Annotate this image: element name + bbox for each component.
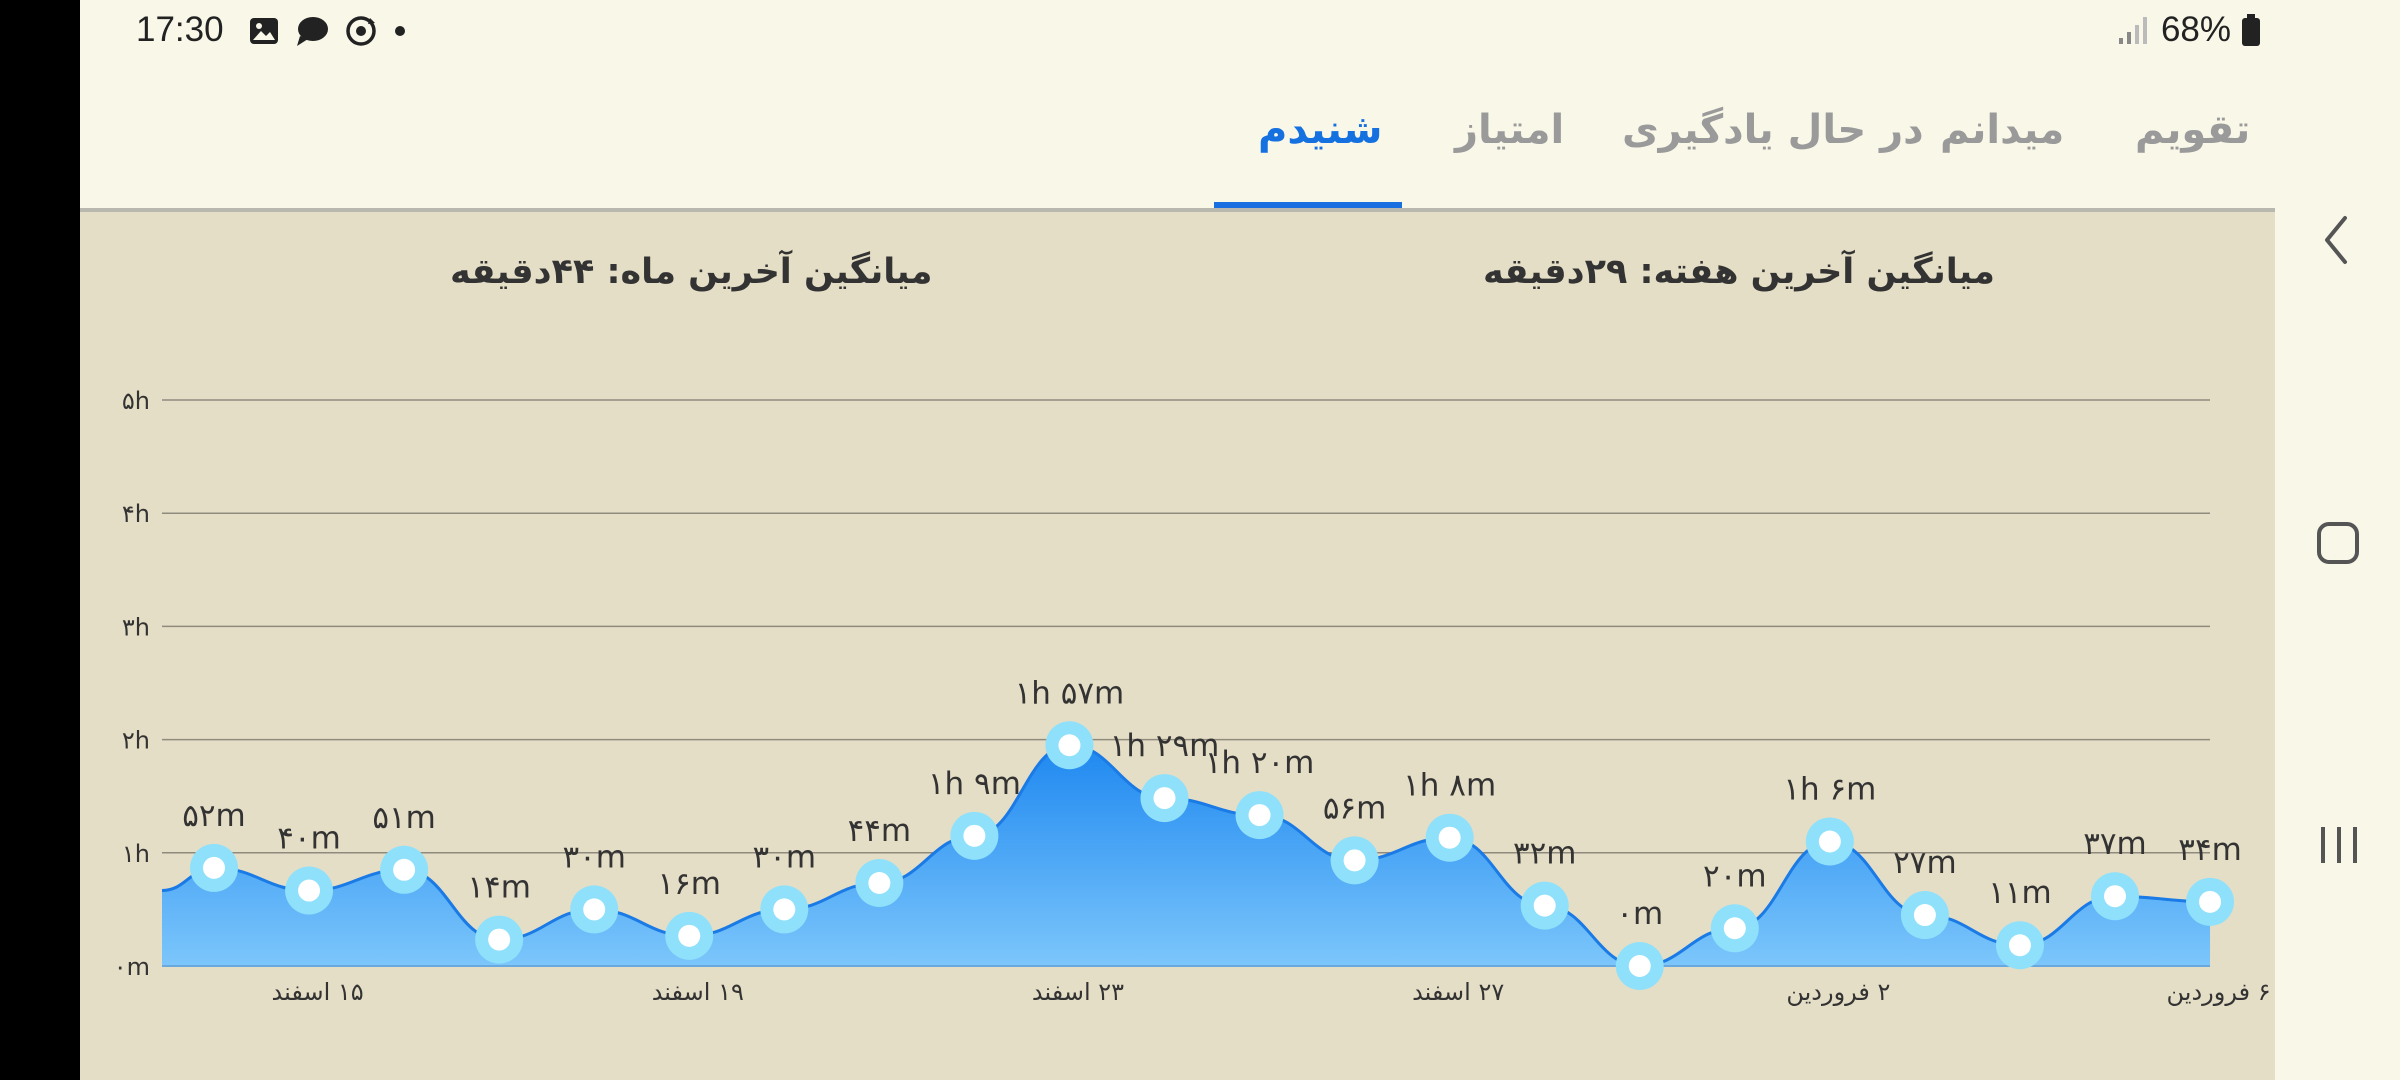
month-average: میانگین آخرین ماه: ۴۴دقیقه xyxy=(450,252,933,292)
y-tick-label: ۳h xyxy=(122,613,150,641)
data-point-label: ۱h ۶m xyxy=(1783,771,1876,807)
data-point-center xyxy=(1438,826,1461,849)
data-point-center xyxy=(2008,934,2031,957)
tab-known[interactable]: میدانم xyxy=(1940,107,2065,153)
tab-learning[interactable]: در حال یادگیری xyxy=(1622,107,1924,153)
data-point-center xyxy=(488,928,511,951)
data-point-center xyxy=(1913,904,1936,927)
home-square-icon[interactable] xyxy=(2315,520,2361,566)
data-point-label: ۱h ۲۰m xyxy=(1205,745,1315,781)
chat-bubble-icon xyxy=(297,17,328,46)
data-point-label: ۱h ۹m xyxy=(928,766,1021,802)
tab-divider xyxy=(80,208,2275,212)
data-point-center xyxy=(2104,885,2126,908)
image-icon xyxy=(250,18,278,44)
dot-icon xyxy=(395,26,405,36)
data-point-center xyxy=(1248,804,1271,827)
data-point-label: ۳۰m xyxy=(562,839,626,875)
data-point-label: ۵۲m xyxy=(182,798,246,834)
data-point-label: ۳۰m xyxy=(753,839,817,875)
data-point-label: ۱۴m xyxy=(467,870,531,906)
tab-listened[interactable]: شنیدم xyxy=(1258,107,1383,153)
back-chevron-icon[interactable] xyxy=(2317,214,2357,266)
x-tick-label: ۶ فروردین xyxy=(2167,978,2271,1006)
data-point-center xyxy=(1628,955,1651,977)
data-point-label: ۴۴m xyxy=(848,813,912,849)
listened-panel: میانگین آخرین هفته: ۲۹دقیقه میانگین آخری… xyxy=(80,212,2275,1080)
app-screen: 17:30 xyxy=(80,0,2275,1080)
sync-icon xyxy=(346,16,376,46)
data-point-center xyxy=(678,924,701,947)
signal-icon xyxy=(2118,17,2147,44)
week-average: میانگین آخرین هفته: ۲۹دقیقه xyxy=(1483,252,1995,292)
data-point-center xyxy=(583,898,606,921)
data-point-label: ۵۶m xyxy=(1323,790,1387,826)
data-point-center xyxy=(1533,894,1556,917)
y-tick-label: ۵h xyxy=(122,387,150,415)
y-tick-label: ۴h xyxy=(122,500,150,528)
x-tick-label: ۲۳ اسفند xyxy=(1032,978,1124,1006)
data-point-label: ۳۴m xyxy=(2178,832,2242,868)
data-point-label: ۱h ۵۷m xyxy=(1015,675,1125,711)
status-bar: 17:30 xyxy=(80,0,2275,62)
data-point-label: ۵۱m xyxy=(372,800,436,836)
data-point-center xyxy=(203,856,225,879)
tab-score[interactable]: امتیاز xyxy=(1455,107,1565,153)
data-point-center xyxy=(1343,849,1366,872)
x-tick-label: ۲ فروردین xyxy=(1786,978,1890,1006)
tab-bar: تقویم میدانم در حال یادگیری امتیاز شنیدم xyxy=(80,62,2275,212)
y-tick-label: ۰m xyxy=(114,953,150,981)
notification-icons xyxy=(248,14,408,48)
battery-icon xyxy=(2242,14,2260,46)
data-point-center xyxy=(1058,734,1081,757)
y-tick-label: ۲h xyxy=(122,727,150,755)
data-point-label: ۳۲m xyxy=(1513,836,1577,872)
data-point-center xyxy=(868,871,891,894)
tab-calendar[interactable]: تقویم xyxy=(2135,107,2251,153)
system-nav-bar xyxy=(2275,0,2400,1080)
x-tick-label: ۱۵ اسفند xyxy=(271,978,363,1006)
chart-area xyxy=(162,745,2211,966)
data-point-label: ۲۷m xyxy=(1893,845,1957,881)
data-point-center xyxy=(1723,917,1746,940)
data-point-center xyxy=(298,879,321,902)
data-point-center xyxy=(1153,787,1176,810)
listening-time-chart: ۰m ۱h ۲h ۳h ۴h ۵h ۵۲m ۴۰m ۵۱m ۱۴m ۳۰m ۱۶m ۳۰m ۴۴m ۱h ۹… xyxy=(114,387,2271,1006)
data-point-center xyxy=(963,824,986,847)
data-point-center xyxy=(773,898,796,921)
x-tick-label: ۲۷ اسفند xyxy=(1412,978,1504,1006)
data-point-label: ۴۰m xyxy=(277,821,341,857)
status-right: 68% xyxy=(2117,10,2261,50)
status-time: 17:30 xyxy=(136,10,224,49)
data-point-label: ۱h ۲۹m xyxy=(1110,728,1220,764)
x-tick-label: ۱۹ اسفند xyxy=(652,978,744,1006)
y-tick-label: ۱h xyxy=(122,840,150,868)
data-point-label: ۲۰m xyxy=(1703,858,1767,894)
data-point-center xyxy=(2199,890,2222,913)
battery-percent: 68% xyxy=(2160,10,2231,49)
recents-icon[interactable] xyxy=(2317,824,2361,866)
data-point-center xyxy=(1818,830,1841,853)
data-point-label: ۱۱m xyxy=(1988,875,2052,911)
data-point-label: ۱۶m xyxy=(658,866,722,902)
data-point-label: ۳۷m xyxy=(2083,826,2147,862)
active-tab-indicator xyxy=(1214,202,1402,208)
data-point-label: ۱h ۸m xyxy=(1403,768,1496,804)
data-point-label: ۰m xyxy=(1616,896,1663,932)
data-point-center xyxy=(393,858,416,881)
